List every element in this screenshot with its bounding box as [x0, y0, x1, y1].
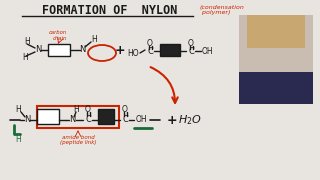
- Text: (condensation
 polymer): (condensation polymer): [200, 5, 245, 15]
- Text: N: N: [69, 116, 75, 125]
- Text: H: H: [24, 37, 30, 46]
- Bar: [239, 72, 313, 104]
- Text: OH: OH: [135, 116, 147, 125]
- Text: O: O: [85, 105, 91, 114]
- Text: amide bond
(peptide link): amide bond (peptide link): [60, 135, 96, 145]
- Text: C: C: [147, 48, 153, 57]
- Text: HO: HO: [127, 50, 139, 59]
- Text: +: +: [115, 44, 125, 57]
- Text: C: C: [188, 48, 194, 57]
- Text: O: O: [122, 105, 128, 114]
- Text: C: C: [122, 116, 128, 125]
- Text: +: +: [167, 114, 177, 127]
- Text: $H_2O$: $H_2O$: [178, 113, 202, 127]
- Bar: [98, 109, 114, 124]
- Text: OH: OH: [201, 46, 213, 55]
- Text: N: N: [24, 116, 30, 125]
- Text: O: O: [188, 39, 194, 48]
- Text: C: C: [85, 116, 91, 125]
- Bar: [37, 106, 119, 128]
- Text: FORMATION OF  NYLON: FORMATION OF NYLON: [42, 4, 178, 17]
- Text: N: N: [79, 46, 85, 55]
- Text: carbon: carbon: [49, 30, 67, 35]
- Text: O: O: [147, 39, 153, 48]
- Bar: [160, 44, 180, 56]
- Text: chain: chain: [53, 35, 67, 40]
- Bar: [37, 109, 59, 124]
- Text: H: H: [22, 53, 28, 62]
- Text: H: H: [15, 105, 21, 114]
- Text: H: H: [73, 105, 79, 114]
- Text: H: H: [91, 35, 97, 44]
- Bar: [48, 44, 70, 56]
- Bar: [247, 15, 305, 48]
- Text: N: N: [35, 46, 41, 55]
- Text: H: H: [15, 136, 21, 145]
